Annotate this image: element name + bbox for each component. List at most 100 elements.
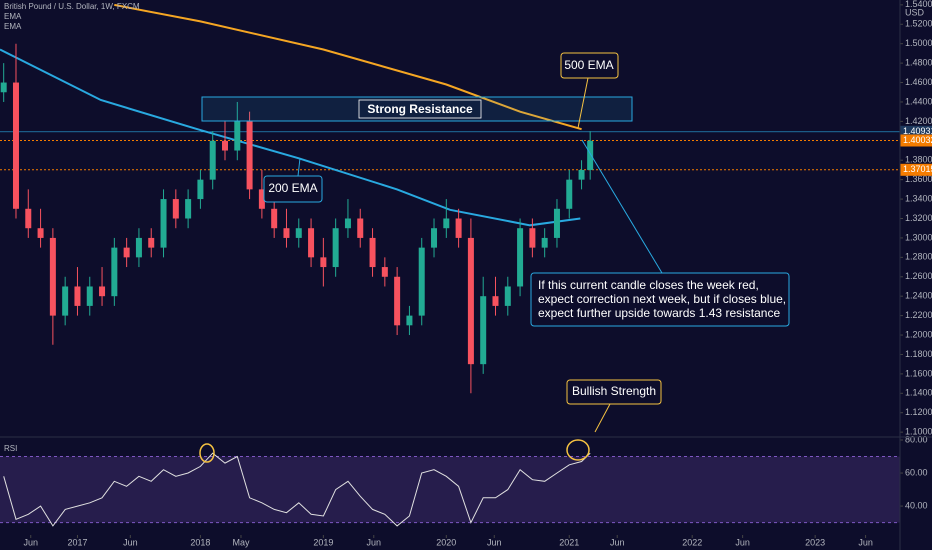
y-tick-label: 1.38000 xyxy=(905,155,932,165)
y-tick-label: 1.20000 xyxy=(905,329,932,339)
ema-line xyxy=(0,48,581,227)
y-tick-label: 80.00 xyxy=(905,434,928,444)
y-tick-label: 40.00 xyxy=(905,500,928,510)
x-tick-label: Jun xyxy=(735,537,750,547)
y-tick-label: 1.44000 xyxy=(905,96,932,106)
x-tick-label: 2018 xyxy=(190,537,210,547)
candle-body xyxy=(271,208,278,229)
y-tick-label: 1.16000 xyxy=(905,368,932,378)
candle-body xyxy=(209,140,216,180)
legend-entry: EMA xyxy=(4,12,22,21)
price-level-label: 1.40032 xyxy=(903,135,932,145)
candle-body xyxy=(504,286,511,306)
candle-body xyxy=(381,267,388,277)
resistance-label: Strong Resistance xyxy=(367,102,473,116)
x-tick-label: 2019 xyxy=(313,537,333,547)
highlight-circle xyxy=(199,443,215,463)
candle-body xyxy=(86,286,93,306)
y-tick-label: 1.36000 xyxy=(905,174,932,184)
candle-body xyxy=(418,247,425,316)
candle-body xyxy=(529,228,536,248)
callout-label: Bullish Strength xyxy=(572,384,656,398)
pane-title: RSI xyxy=(4,444,17,453)
price-level-tag xyxy=(900,163,932,176)
y-tick-label: 1.14000 xyxy=(905,388,932,398)
resistance-zone xyxy=(201,96,633,122)
y-tick-label: 1.32000 xyxy=(905,213,932,223)
x-tick-label: 2022 xyxy=(682,537,702,547)
candle-body xyxy=(406,315,413,326)
candle-body xyxy=(74,286,81,306)
y-tick-label: 1.24000 xyxy=(905,291,932,301)
candle-body xyxy=(0,82,7,93)
x-tick-label: Jun xyxy=(858,537,873,547)
price-level-label: 1.37015 xyxy=(903,164,932,174)
candle-body xyxy=(99,286,106,297)
y-tick-label: 60.00 xyxy=(905,467,928,477)
callout-label: 500 EMA xyxy=(564,58,613,72)
candle-body xyxy=(283,228,290,238)
candle-body xyxy=(587,140,594,170)
y-tick-label: 1.28000 xyxy=(905,252,932,262)
candle-body xyxy=(62,286,69,316)
candle-body xyxy=(455,218,462,238)
y-tick-label: 1.34000 xyxy=(905,193,932,203)
x-tick-label: Jun xyxy=(610,537,625,547)
candle-body xyxy=(431,228,438,248)
y-tick-label: 1.30000 xyxy=(905,232,932,242)
x-tick-label: 2021 xyxy=(559,537,579,547)
y-tick-label: 1.54000 xyxy=(905,0,932,9)
candle-body xyxy=(135,237,142,258)
price-level-tag xyxy=(900,134,932,147)
y-tick-label: 1.12000 xyxy=(905,407,932,417)
y-tick-label: 1.22000 xyxy=(905,310,932,320)
candle-body xyxy=(222,140,228,151)
candle-body xyxy=(357,218,364,238)
callout-box xyxy=(566,379,662,405)
x-tick-label: Jun xyxy=(23,537,38,547)
y-tick-label: 1.26000 xyxy=(905,271,932,281)
candle-body xyxy=(369,237,376,268)
y-tick-label: 1.48000 xyxy=(905,57,932,67)
candle-body xyxy=(541,237,548,248)
ema-line xyxy=(114,3,582,131)
note-line: If this current candle closes the week r… xyxy=(538,278,759,292)
y-tick-label: 1.18000 xyxy=(905,349,932,359)
candle-body xyxy=(443,218,450,229)
callout-box xyxy=(530,272,790,327)
y-tick-label: 1.50000 xyxy=(905,38,932,48)
candle-body xyxy=(49,237,56,316)
rsi-band xyxy=(0,456,900,523)
candle-body xyxy=(332,228,339,268)
candle-body xyxy=(308,228,315,258)
candle-body xyxy=(234,121,241,151)
resistance-label-box xyxy=(358,99,482,119)
candle-body xyxy=(197,179,204,200)
candle-body xyxy=(12,82,19,209)
x-tick-label: Jun xyxy=(123,537,138,547)
candle-body xyxy=(172,199,179,219)
currency-label: USD xyxy=(905,7,925,17)
candle-body xyxy=(160,199,167,248)
candle-body xyxy=(394,276,401,326)
candle-body xyxy=(25,208,32,229)
candle-body xyxy=(148,237,155,248)
note-line: expect correction next week, but if clos… xyxy=(538,292,786,306)
callout-label: 200 EMA xyxy=(268,181,317,195)
x-tick-label: Jun xyxy=(487,537,502,547)
annotations: Strong Resistance 500 EMA 200 EMA If thi… xyxy=(199,52,790,463)
candle-body xyxy=(123,247,130,258)
y-tick-label: 1.52000 xyxy=(905,19,932,29)
candle-body xyxy=(517,228,524,287)
candle-body xyxy=(492,296,499,306)
price-pane: 1.10000 1.12000 1.14000 1.16000 1.18000 1.200… xyxy=(0,0,932,437)
callout-box xyxy=(560,52,619,79)
candle-body xyxy=(344,218,351,229)
highlight-circle xyxy=(566,439,590,461)
x-tick-label: Jun xyxy=(367,537,382,547)
note-line: expect further upside towards 1.43 resis… xyxy=(538,306,780,320)
y-tick-label: 1.46000 xyxy=(905,77,932,87)
symbol-title: British Pound / U.S. Dollar, 1W, FXCM xyxy=(4,2,140,11)
y-tick-label: 1.10000 xyxy=(905,427,932,437)
